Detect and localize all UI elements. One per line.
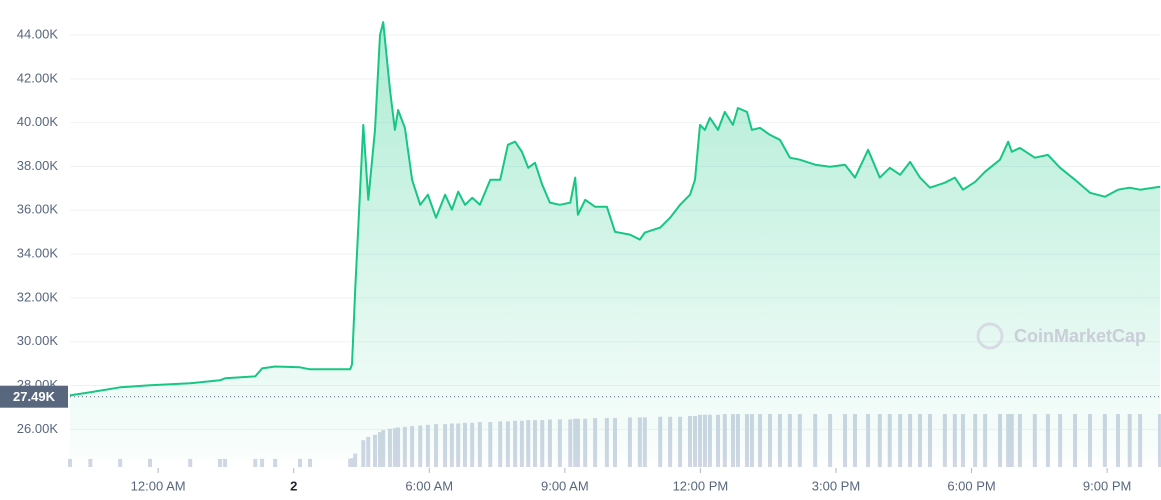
price-line: [69, 21, 1161, 397]
y-tick-label: 40.00K: [17, 114, 59, 129]
y-tick-label: 42.00K: [17, 70, 59, 85]
y-tick-label: 36.00K: [17, 202, 59, 217]
y-tick-label: 34.00K: [17, 246, 59, 261]
volume-bar: [88, 458, 93, 467]
watermark: CoinMarketCap: [976, 322, 1146, 350]
x-tick-label: 6:00 AM: [405, 478, 453, 493]
data-layer: [69, 21, 1161, 460]
x-tick-label: 12:00 AM: [131, 478, 186, 493]
volume-bar: [218, 458, 223, 467]
current-price-label: 27.49K: [13, 389, 56, 404]
volume-bar: [188, 458, 193, 467]
volume-bar: [260, 458, 265, 467]
volume-bar: [118, 458, 123, 467]
watermark-logo: [976, 322, 1004, 350]
volume-bar: [253, 458, 258, 467]
price-area: [70, 22, 1160, 460]
x-tick-label: 12:00 PM: [673, 478, 729, 493]
x-tick-label: 9:00 AM: [541, 478, 589, 493]
y-tick-label: 32.00K: [17, 289, 59, 304]
x-tick-label: 6:00 PM: [947, 478, 995, 493]
x-tick-label: 2: [290, 478, 297, 493]
volume-bar: [349, 458, 354, 467]
y-tick-label: 26.00K: [17, 421, 59, 436]
volume-bar: [307, 458, 312, 467]
y-tick-label: 38.00K: [17, 158, 59, 173]
x-tick-label: 9:00 PM: [1083, 478, 1131, 493]
y-tick-label: 30.00K: [17, 333, 59, 348]
watermark-text: CoinMarketCap: [1014, 326, 1146, 346]
x-tick-label: 3:00 PM: [812, 478, 860, 493]
label-layer: 26.00K28.00K30.00K32.00K34.00K36.00K38.0…: [0, 26, 1160, 493]
volume-bar: [298, 458, 303, 467]
volume-bar: [147, 458, 152, 467]
volume-bar: [273, 458, 278, 467]
volume-bar: [68, 458, 72, 467]
y-tick-label: 44.00K: [17, 26, 59, 41]
current-price-box: [0, 385, 68, 408]
volume-bar: [223, 458, 228, 467]
volume-bar: [353, 453, 358, 467]
